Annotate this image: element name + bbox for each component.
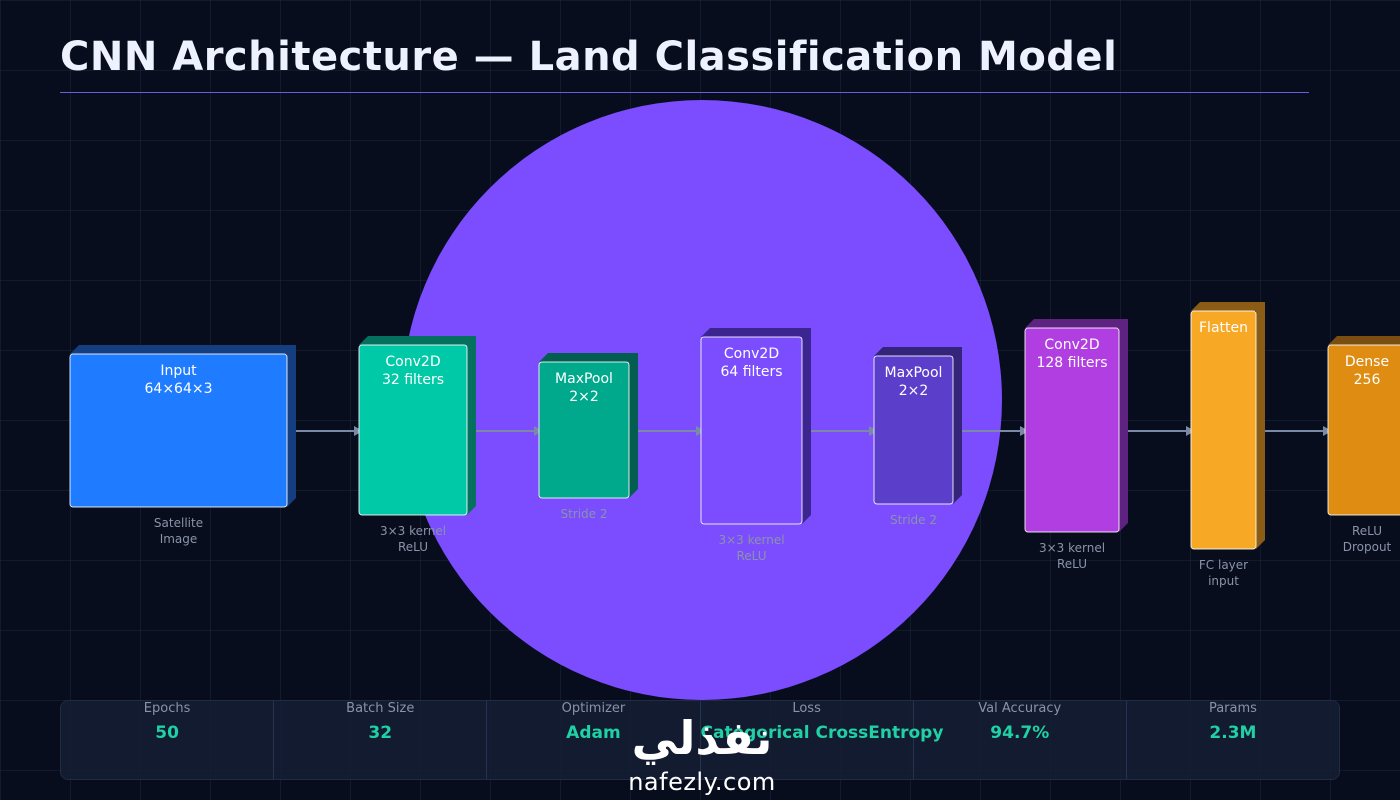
layer-block: Flatten FC layer input xyxy=(1190,302,1265,588)
layer-name: Conv2D xyxy=(385,354,440,370)
layer-note: input xyxy=(1208,574,1239,588)
stat-params: Params 2.3M xyxy=(1127,701,1339,779)
page-title: CNN Architecture — Land Classification M… xyxy=(60,34,1118,80)
stat-val-accuracy: Val Accuracy 94.7% xyxy=(914,701,1127,779)
training-stats-panel: Epochs 50 Batch Size 32 Optimizer Adam L… xyxy=(60,700,1340,780)
layers-layer: Input 64×64×3 Satellite Image Conv2D 32 filte… xyxy=(69,302,1400,588)
layer-note: ReLU xyxy=(1352,524,1382,538)
layer-block: Input 64×64×3 Satellite Image xyxy=(69,345,296,546)
stat-loss: Loss Categorical CrossEntropy xyxy=(700,701,944,779)
layer-detail: 2×2 xyxy=(899,383,929,399)
layer-name: Conv2D xyxy=(1044,337,1099,353)
layer-name: Flatten xyxy=(1199,320,1248,336)
layer-block: Dense 256 ReLU Dropout xyxy=(1327,336,1400,554)
layer-detail: 2×2 xyxy=(569,389,599,405)
stat-value: Adam xyxy=(566,723,621,743)
layer-face xyxy=(69,353,288,508)
layer-detail: 128 filters xyxy=(1036,355,1107,371)
stat-label: Batch Size xyxy=(346,701,415,716)
layer-name: Dense xyxy=(1345,354,1389,370)
layer-note: Dropout xyxy=(1343,540,1392,554)
layer-block: Conv2D 128 filters 3×3 kernel ReLU xyxy=(1024,319,1128,571)
layer-note: ReLU xyxy=(736,549,766,563)
stat-label: Params xyxy=(1208,701,1257,716)
layer-name: MaxPool xyxy=(885,365,943,381)
layer-detail: 64 filters xyxy=(720,364,782,380)
layer-note: 3×3 kernel xyxy=(1039,541,1105,555)
stat-epochs: Epochs 50 xyxy=(61,701,275,779)
layer-note: FC layer xyxy=(1199,558,1248,572)
layer-block: MaxPool 2×2 Stride 2 xyxy=(873,347,962,527)
layer-block: MaxPool 2×2 Stride 2 xyxy=(538,353,638,521)
layer-note: Image xyxy=(160,532,198,546)
layer-block: Conv2D 64 filters 3×3 kernel ReLU xyxy=(700,328,811,563)
layer-face xyxy=(1024,327,1120,533)
layer-detail: 256 xyxy=(1354,372,1381,388)
title-divider xyxy=(60,92,1309,93)
layer-note: Stride 2 xyxy=(890,513,937,527)
stat-label: Loss xyxy=(792,701,821,716)
layer-note: 3×3 kernel xyxy=(380,524,446,538)
stat-value: 2.3M xyxy=(1209,723,1257,743)
stat-label: Val Accuracy xyxy=(978,701,1062,716)
layer-name: Input xyxy=(160,363,197,379)
stat-label: Optimizer xyxy=(561,701,626,716)
arrows-layer xyxy=(287,426,1332,436)
layer-note: Satellite xyxy=(154,516,203,530)
layer-note: ReLU xyxy=(1057,557,1087,571)
layer-face xyxy=(358,344,468,516)
layer-name: MaxPool xyxy=(555,371,613,387)
layer-face xyxy=(873,355,954,505)
layer-face xyxy=(1327,344,1400,516)
layer-depth xyxy=(1191,302,1265,549)
layer-face xyxy=(700,336,803,525)
layer-detail: 32 filters xyxy=(382,372,444,388)
layer-face xyxy=(538,361,630,499)
layer-note: 3×3 kernel xyxy=(718,533,784,547)
stat-label: Epochs xyxy=(143,701,191,716)
stat-value: 32 xyxy=(368,723,393,743)
layer-block: Conv2D 32 filters 3×3 kernel ReLU xyxy=(358,336,476,554)
stat-value: 50 xyxy=(155,723,179,743)
stat-value: Categorical CrossEntropy xyxy=(700,723,944,743)
layer-depth xyxy=(1328,336,1400,345)
layer-name: Conv2D xyxy=(724,346,779,362)
layer-note: ReLU xyxy=(398,540,428,554)
stat-value: 94.7% xyxy=(990,723,1050,743)
stat-optimizer: Optimizer Adam xyxy=(487,701,701,779)
layer-note: Stride 2 xyxy=(560,507,607,521)
layer-face xyxy=(1190,310,1257,550)
layer-detail: 64×64×3 xyxy=(145,381,213,397)
stat-batch-size: Batch Size 32 xyxy=(274,701,488,779)
